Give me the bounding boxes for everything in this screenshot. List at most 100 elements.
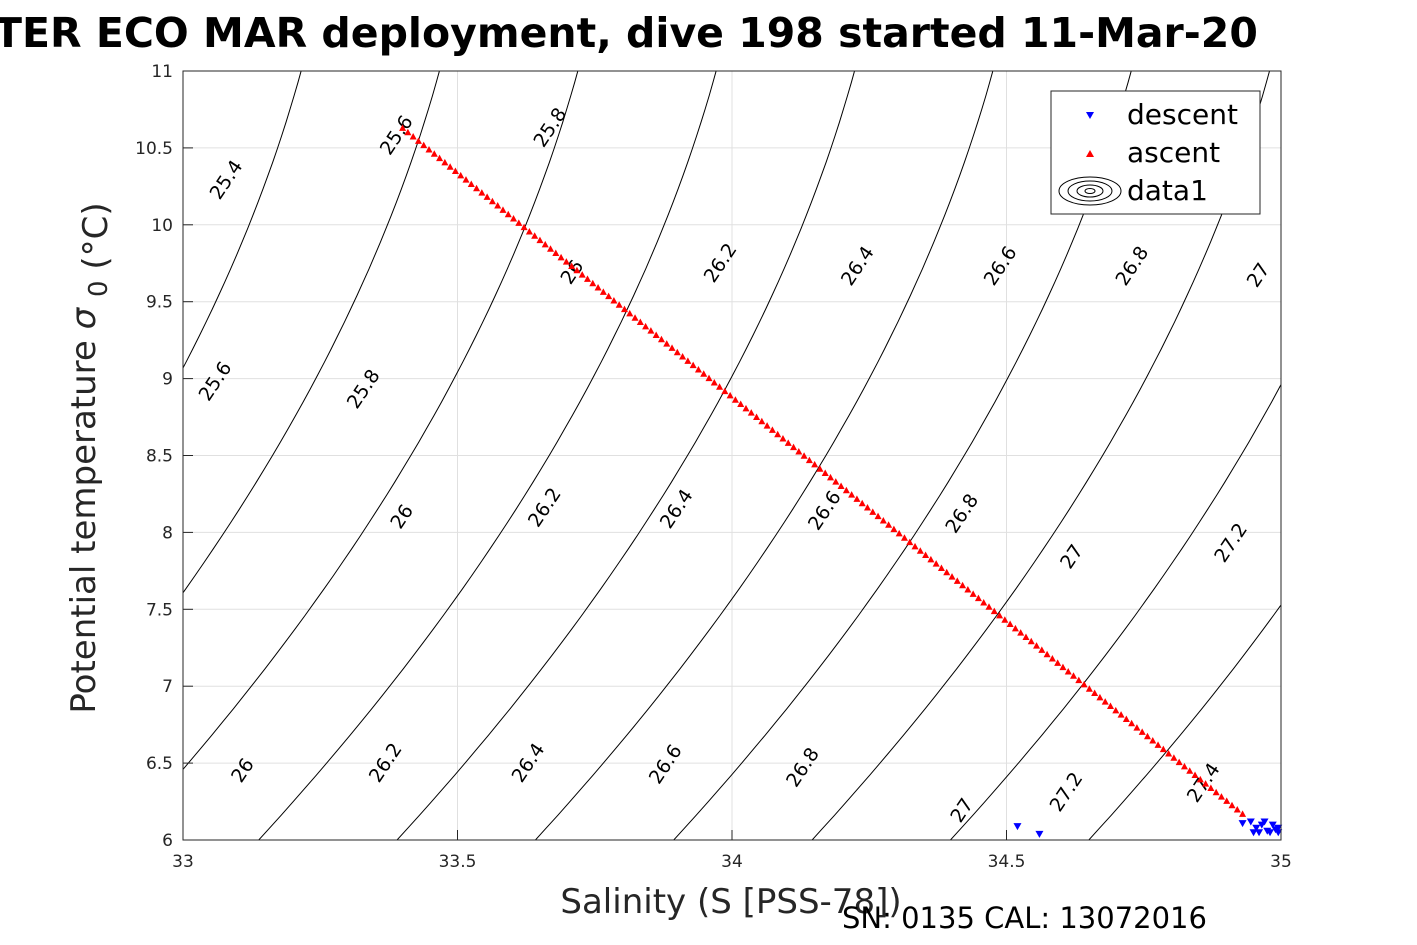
descent-point [1255, 829, 1264, 837]
isopycnal-27.4 [1088, 604, 1281, 840]
ascent-point [626, 309, 634, 317]
ascent-point [578, 271, 586, 278]
ascent-point [932, 560, 940, 567]
ascent-point [599, 288, 607, 295]
ascent-point [615, 301, 623, 308]
ascent-point [737, 400, 745, 408]
descent-point [1260, 818, 1269, 826]
ascent-point [1022, 633, 1030, 640]
ascent-point [647, 327, 655, 334]
ascent-point [980, 598, 988, 606]
ascent-point [473, 184, 481, 192]
descent-point [1252, 824, 1261, 832]
ascent-point [1149, 737, 1157, 744]
descent-point [1268, 821, 1277, 829]
ascent-point [1180, 762, 1188, 770]
ascent-point [1048, 655, 1056, 662]
ascent-point [964, 586, 972, 593]
ascent-point [589, 279, 597, 287]
ascent-point [1133, 724, 1141, 731]
ascent-point [863, 504, 871, 511]
ascent-point [1112, 706, 1120, 714]
ascent-point [974, 594, 982, 602]
ascent-point [842, 486, 850, 494]
ascent-point [478, 189, 486, 196]
y-axis-label-text: Potential temperature [64, 340, 104, 713]
ascent-point [811, 460, 819, 468]
ascent-point [774, 430, 782, 438]
y-tick-label: 6.5 [146, 754, 173, 774]
ascent-point [462, 176, 470, 183]
ascent-point [1196, 775, 1204, 783]
descent-point [1249, 829, 1258, 837]
ascent-point [536, 236, 544, 244]
ascent-point [1128, 719, 1136, 727]
ascent-point [631, 314, 639, 321]
y-axis-label-subscript: 0 [84, 280, 114, 297]
ascent-point [446, 163, 454, 170]
ascent-point [515, 219, 523, 226]
ascent-point [1170, 754, 1178, 761]
y-axis-label: Potential temperature σ 0 (°C) [64, 202, 116, 713]
ascent-point [1011, 624, 1019, 632]
isopycnal-27.2 [949, 383, 1281, 840]
ascent-point [990, 607, 998, 615]
ascent-point [404, 128, 412, 136]
ascent-point [1212, 788, 1220, 796]
ascent-point [568, 262, 576, 269]
ascent-point [874, 512, 882, 520]
ascent-point [800, 452, 808, 459]
ascent-point [916, 547, 924, 554]
ascent-point [1017, 629, 1025, 636]
legend-box [1050, 90, 1261, 215]
isopycnal-26 [183, 71, 579, 771]
ascent-point [1059, 663, 1067, 671]
ascent-point [689, 361, 697, 369]
isopycnal-26.2 [258, 71, 717, 840]
descent-point [1035, 830, 1044, 838]
ascent-point [1191, 771, 1199, 779]
ascent-point [790, 443, 798, 451]
ascent-point [996, 611, 1004, 619]
ascent-point [494, 202, 502, 209]
ascent-point [1054, 659, 1062, 666]
y-tick-label: 10 [151, 216, 173, 236]
ascent-point [716, 383, 724, 390]
ascent-point [953, 577, 961, 584]
ascent-point [879, 516, 887, 524]
ascent-point [1239, 810, 1247, 817]
ascent-point [837, 482, 845, 489]
ascent-point [768, 426, 776, 433]
ascent-point [684, 357, 692, 364]
ascent-point [1038, 646, 1046, 653]
ascent-point [1202, 780, 1210, 787]
ascent-point [694, 365, 702, 373]
y-tick-label: 11 [151, 62, 173, 82]
ascent-point [948, 573, 956, 580]
ascent-series [399, 124, 1247, 817]
ascent-point [779, 435, 787, 442]
ascent-point [853, 495, 861, 502]
ascent-point [890, 525, 898, 533]
ascent-point [784, 439, 792, 446]
ascent-point [1027, 637, 1035, 645]
ascent-point [557, 253, 565, 261]
ascent-point [731, 396, 739, 403]
ascent-point [1106, 702, 1114, 710]
isopycnal-25.6 [183, 71, 302, 369]
ascent-point [552, 249, 560, 257]
ascent-point [1154, 741, 1162, 748]
ascent-point [758, 417, 766, 425]
y-tick-label: 6 [162, 831, 173, 851]
ascent-point [1006, 620, 1014, 628]
ascent-point [869, 508, 877, 515]
ascent-point [858, 499, 866, 507]
y-tick-label: 7 [162, 677, 173, 697]
ascent-point [1228, 801, 1236, 809]
descent-series [1013, 818, 1283, 838]
y-tick-label: 10.5 [135, 139, 173, 159]
ascent-point [911, 542, 919, 550]
serial-calibration-note: SN: 0135 CAL: 13072016 [842, 901, 1207, 935]
ascent-point [457, 171, 465, 179]
